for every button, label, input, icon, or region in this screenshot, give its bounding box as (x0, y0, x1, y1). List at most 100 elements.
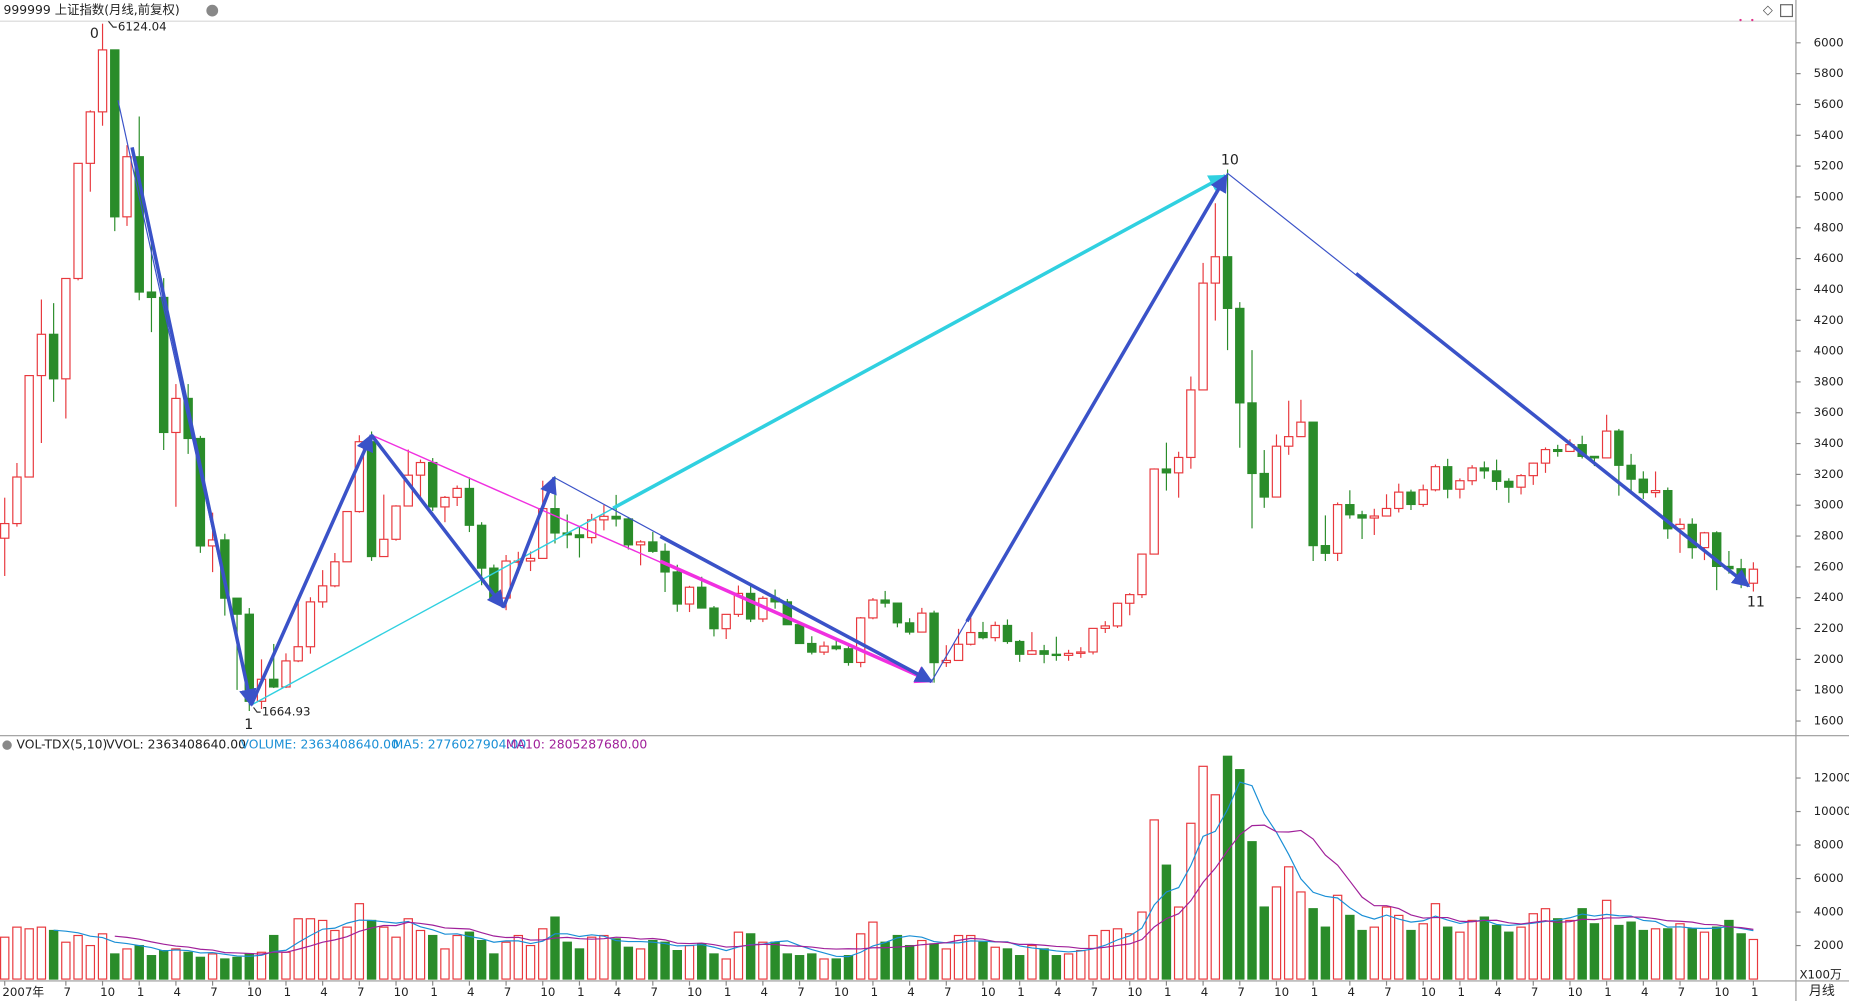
y-tick-label: 3000 (1814, 498, 1844, 512)
candle-body (917, 612, 927, 633)
trend-line (249, 433, 374, 706)
trend-line (659, 559, 934, 684)
wave-label: 1 (244, 717, 253, 733)
volume-bar (1516, 926, 1526, 980)
x-tick-label: 7 (357, 985, 365, 999)
candle-body (1394, 491, 1404, 510)
candle-body (158, 296, 169, 434)
candle-body (807, 642, 817, 653)
volume-bar (207, 953, 218, 980)
candle-body (831, 645, 841, 650)
candle-body (892, 602, 903, 624)
volume-bar (1430, 903, 1441, 980)
candle-body (427, 461, 438, 508)
volume-bar (1051, 955, 1062, 980)
candle-body (1381, 507, 1392, 517)
volume-bar (427, 934, 438, 980)
ma-line (114, 824, 1754, 955)
diamond-icon[interactable]: ◇ (1763, 3, 1773, 18)
candle-body (1112, 602, 1123, 627)
volume-bar (1675, 923, 1685, 980)
volume-bar (562, 941, 572, 980)
volume-bar (1283, 866, 1294, 980)
volume-bar (1002, 948, 1013, 980)
volume-bar (807, 953, 817, 980)
volume-bar (586, 936, 597, 980)
settings-icon[interactable] (206, 4, 219, 17)
volume-bar (1748, 938, 1759, 980)
volume-bar (1063, 953, 1074, 980)
indicator-value: VVOL: 2363408640.00 (106, 738, 246, 752)
volume-bar (1418, 923, 1428, 980)
volume-bar (1259, 906, 1269, 980)
candle-body (953, 643, 964, 662)
candle-body (794, 624, 805, 645)
window-icon[interactable] (1780, 4, 1793, 18)
y-tick-label: 4000 (1814, 905, 1844, 919)
volume-bar (990, 946, 1000, 980)
x-tick-label: 4 (1054, 985, 1062, 999)
candle-body (1528, 462, 1538, 477)
volume-bar (525, 944, 536, 980)
settings-icon[interactable] (2, 740, 12, 750)
candle-body (1027, 650, 1037, 655)
volume-bar (1235, 769, 1245, 980)
candle-body (1308, 421, 1318, 547)
candle-body (1259, 472, 1269, 498)
period-label: 月线 (1809, 984, 1835, 999)
wave-label: 11 (1747, 594, 1765, 610)
trend-line (1354, 272, 1751, 588)
candle-body (1076, 651, 1086, 654)
x-tick-label: 10 (247, 985, 262, 999)
x-tick-label: 7 (1678, 985, 1686, 999)
volume-bar (269, 934, 279, 980)
y-tick-label: 5000 (1814, 189, 1844, 203)
indicator-name: VOL-TDX(5,10) (17, 738, 108, 752)
x-tick-label: 10 (1421, 985, 1436, 999)
x-tick-label: 1 (1017, 985, 1025, 999)
candle-body (525, 557, 536, 562)
candle-body (709, 607, 719, 630)
candle-body (1626, 464, 1636, 480)
volume-bar (1112, 928, 1123, 980)
x-tick-label: 10 (834, 985, 849, 999)
candle-body (941, 659, 952, 664)
volume-bar (1357, 929, 1367, 980)
volume-bar (770, 941, 780, 980)
x-tick-label: 10 (1568, 985, 1583, 999)
candle-body (1430, 466, 1441, 491)
candle-body (1711, 532, 1722, 568)
candle-body (1601, 430, 1612, 459)
volume-bar (868, 921, 878, 980)
volume-bar (36, 926, 47, 980)
x-tick-label: 1 (1458, 985, 1466, 999)
volume-bar (501, 941, 511, 980)
x-tick-label: 7 (797, 985, 805, 999)
leader-line (253, 707, 261, 713)
candle-body (904, 622, 915, 633)
x-tick-label: 1 (1311, 985, 1319, 999)
candle-body (146, 291, 157, 299)
candle-body (574, 534, 585, 539)
candle-body (1748, 568, 1759, 584)
candle-body (684, 586, 695, 605)
volume-bar (464, 931, 475, 980)
candle-body (1247, 402, 1257, 475)
y-tick-label: 4200 (1814, 313, 1844, 327)
volume-bar (1553, 918, 1563, 980)
volume-bar (538, 928, 548, 980)
candle-body (342, 510, 352, 563)
volume-bar (12, 926, 22, 980)
candle-body (269, 678, 279, 688)
volume-bar (1014, 955, 1025, 980)
volume-bar (1540, 908, 1551, 980)
y-tick-label: 2200 (1814, 621, 1844, 635)
volume-bar (1455, 931, 1465, 980)
unit-label: X100万 (1799, 968, 1842, 982)
volume-bar (122, 948, 132, 980)
volume-bar (1125, 933, 1135, 980)
x-tick-label: 4 (174, 985, 182, 999)
volume-bar (1039, 948, 1049, 980)
volume-bar (1650, 928, 1661, 980)
volume-bar (1198, 765, 1208, 980)
